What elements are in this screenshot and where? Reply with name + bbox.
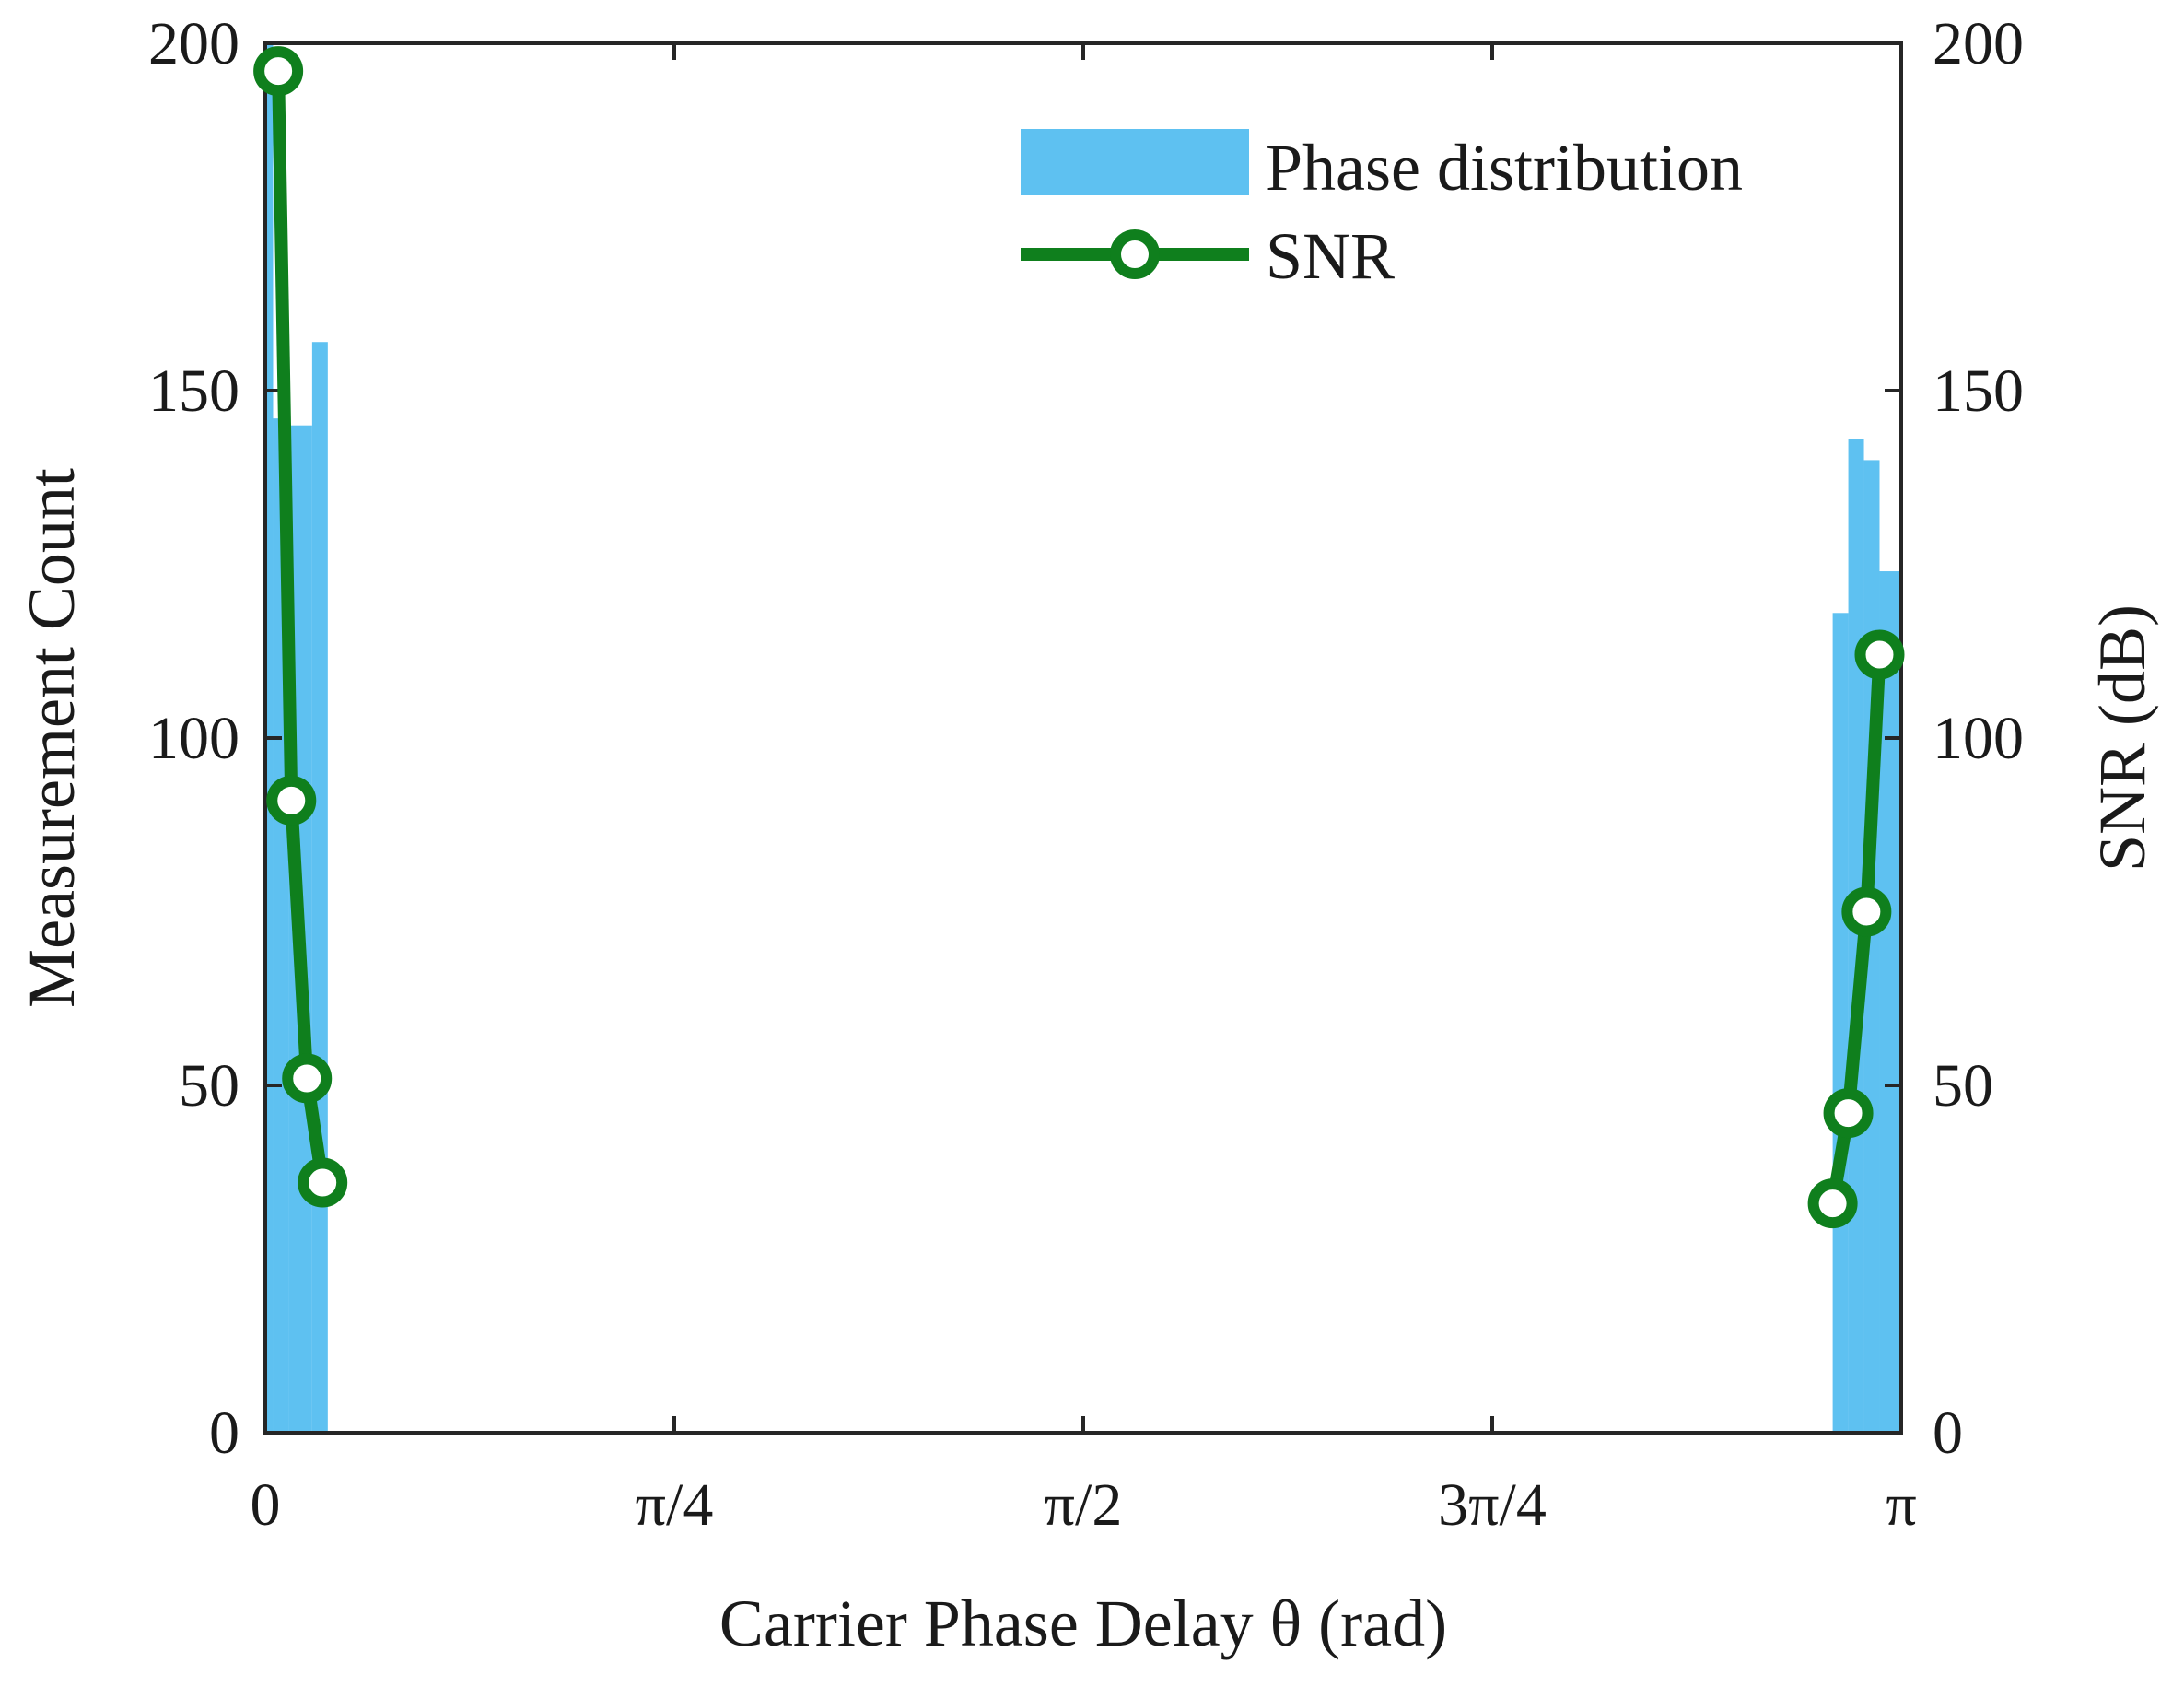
y-axis-left-label: Measurement Count: [15, 468, 88, 1008]
legend-marker-swatch: [1110, 229, 1160, 279]
snr-point: [253, 46, 304, 97]
y-axis-right-label: SNR (dB): [2085, 604, 2159, 872]
snr-point: [298, 1157, 348, 1208]
y-tick-label-left: 0: [209, 1400, 239, 1467]
histogram-bar: [1832, 613, 1849, 1433]
snr-point: [266, 775, 317, 826]
legend: Phase distribution SNR: [1021, 129, 1743, 293]
y-tick-label-right: 150: [1933, 357, 2024, 425]
y-tick-label-right: 50: [1933, 1052, 1993, 1119]
legend-label-phase-distribution: Phase distribution: [1266, 131, 1743, 205]
x-tick-label: π/4: [636, 1471, 714, 1539]
x-axis-label: Carrier Phase Delay θ (rad): [719, 1587, 1447, 1660]
histogram-bar: [1848, 439, 1864, 1433]
histogram-bar: [1879, 571, 1902, 1433]
snr-point: [1823, 1088, 1874, 1139]
y-tick-label-left: 150: [148, 357, 239, 425]
x-tick-label: 3π/4: [1438, 1471, 1547, 1539]
snr-point: [1807, 1178, 1858, 1229]
x-tick-label: π/2: [1045, 1471, 1123, 1539]
y-tick-label-right: 200: [1933, 10, 2024, 77]
y-tick-label-left: 50: [179, 1052, 239, 1119]
legend-label-snr: SNR: [1266, 219, 1395, 293]
snr-point: [1854, 629, 1905, 680]
y-tick-label-left: 100: [148, 705, 239, 772]
y-tick-label-left: 200: [148, 10, 239, 77]
snr-line-series: [253, 46, 1905, 1229]
y-tick-label-right: 100: [1933, 705, 2024, 772]
snr-line: [1826, 648, 1886, 1211]
x-tick-label: 0: [251, 1471, 281, 1539]
y-tick-label-right: 0: [1933, 1400, 1963, 1467]
histogram-bars: [265, 43, 1902, 1434]
snr-line: [272, 64, 330, 1189]
x-tick-label: π: [1886, 1471, 1916, 1539]
histogram-bar: [311, 342, 328, 1434]
snr-point: [1841, 886, 1892, 937]
snr-point: [282, 1053, 333, 1104]
legend-bar-swatch: [1021, 129, 1249, 195]
